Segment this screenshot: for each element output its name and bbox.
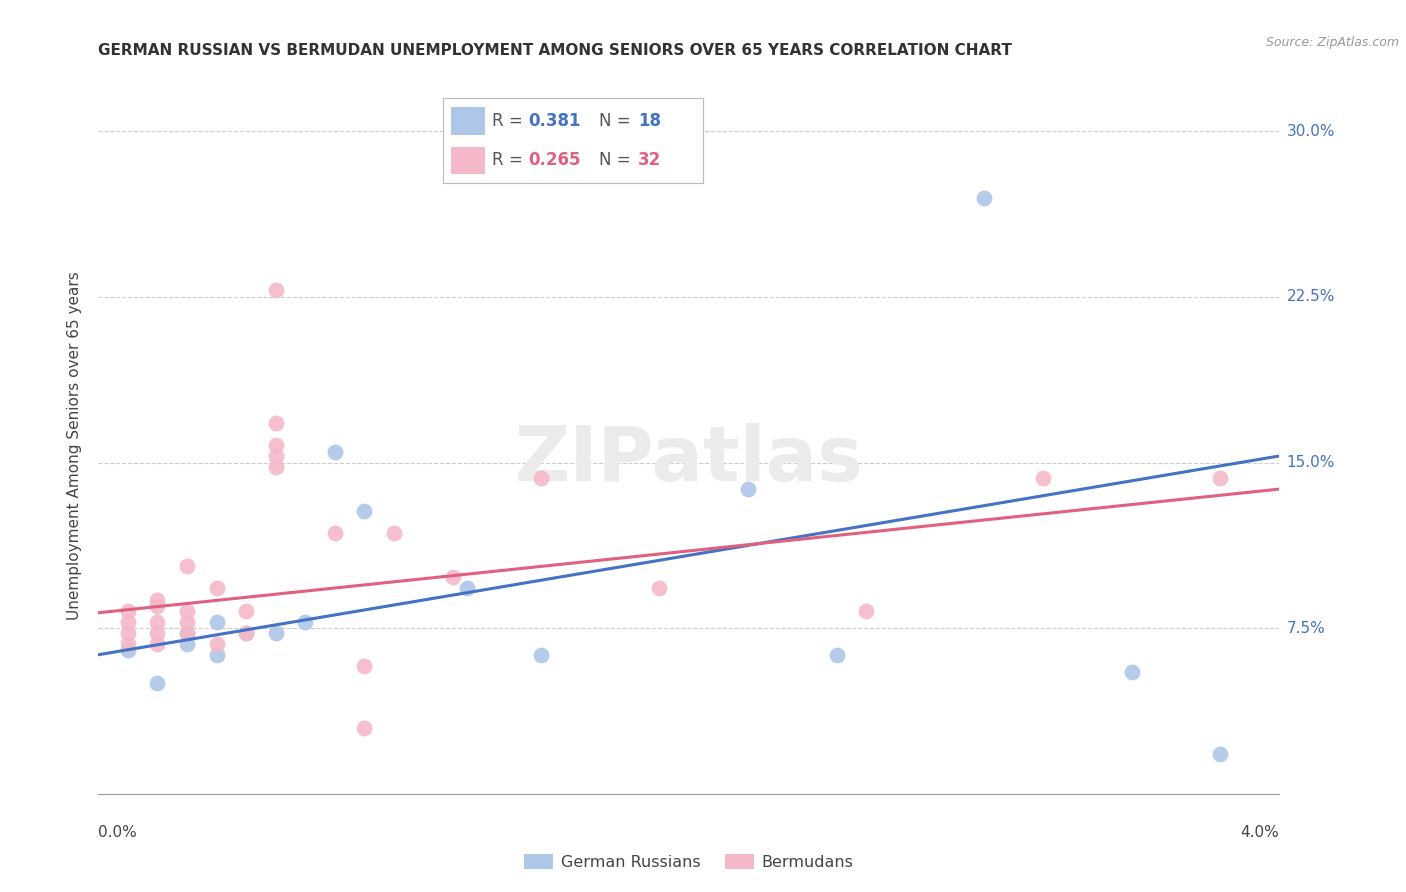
Text: 22.5%: 22.5% bbox=[1286, 289, 1334, 304]
Bar bbox=[451, 147, 485, 175]
Point bbox=[264, 283, 287, 297]
Point bbox=[382, 526, 405, 541]
Point bbox=[235, 625, 257, 640]
Point bbox=[117, 615, 139, 629]
Text: 18: 18 bbox=[638, 112, 661, 130]
Point bbox=[264, 625, 287, 640]
Point bbox=[1209, 471, 1232, 485]
Point bbox=[530, 471, 553, 485]
Point bbox=[323, 526, 346, 541]
Point bbox=[176, 625, 198, 640]
Point bbox=[176, 615, 198, 629]
Text: 32: 32 bbox=[638, 151, 661, 169]
Point bbox=[648, 582, 671, 596]
Point bbox=[264, 416, 287, 430]
Y-axis label: Unemployment Among Seniors over 65 years: Unemployment Among Seniors over 65 years bbox=[67, 272, 83, 620]
Point bbox=[117, 637, 139, 651]
Point bbox=[205, 615, 228, 629]
Point bbox=[117, 643, 139, 657]
Point bbox=[353, 658, 375, 673]
Point bbox=[176, 637, 198, 651]
Point bbox=[855, 603, 877, 617]
Text: 0.381: 0.381 bbox=[529, 112, 581, 130]
Point bbox=[205, 637, 228, 651]
Point bbox=[323, 444, 346, 458]
Point bbox=[176, 625, 198, 640]
Point bbox=[205, 648, 228, 662]
Text: R =: R = bbox=[492, 112, 529, 130]
Text: Source: ZipAtlas.com: Source: ZipAtlas.com bbox=[1265, 36, 1399, 49]
Text: 0.265: 0.265 bbox=[529, 151, 581, 169]
Point bbox=[235, 603, 257, 617]
Point bbox=[264, 438, 287, 452]
Point bbox=[117, 603, 139, 617]
Bar bbox=[451, 107, 485, 135]
Point bbox=[973, 190, 995, 204]
Point bbox=[146, 592, 169, 607]
Text: GERMAN RUSSIAN VS BERMUDAN UNEMPLOYMENT AMONG SENIORS OVER 65 YEARS CORRELATION : GERMAN RUSSIAN VS BERMUDAN UNEMPLOYMENT … bbox=[98, 43, 1012, 58]
Text: 7.5%: 7.5% bbox=[1286, 621, 1326, 636]
Point bbox=[264, 449, 287, 463]
Point bbox=[146, 676, 169, 690]
Text: N =: N = bbox=[599, 112, 636, 130]
Point bbox=[825, 648, 848, 662]
Point bbox=[456, 582, 478, 596]
Text: 15.0%: 15.0% bbox=[1286, 455, 1334, 470]
Point bbox=[235, 625, 257, 640]
Text: 30.0%: 30.0% bbox=[1286, 124, 1334, 139]
Point bbox=[530, 648, 553, 662]
Point bbox=[146, 637, 169, 651]
Text: ZIPatlas: ZIPatlas bbox=[515, 423, 863, 497]
Text: 4.0%: 4.0% bbox=[1240, 825, 1279, 840]
Point bbox=[176, 559, 198, 574]
Point bbox=[1209, 747, 1232, 761]
Point bbox=[1121, 665, 1143, 680]
Text: 0.0%: 0.0% bbox=[98, 825, 138, 840]
Point bbox=[264, 460, 287, 475]
Point bbox=[117, 625, 139, 640]
Point bbox=[441, 570, 464, 584]
Point bbox=[205, 582, 228, 596]
Text: R =: R = bbox=[492, 151, 529, 169]
Text: N =: N = bbox=[599, 151, 636, 169]
Point bbox=[737, 482, 759, 496]
Point bbox=[146, 599, 169, 614]
Point bbox=[176, 603, 198, 617]
Point bbox=[353, 504, 375, 518]
Point bbox=[146, 615, 169, 629]
Point bbox=[146, 625, 169, 640]
Point bbox=[353, 721, 375, 735]
Point bbox=[294, 615, 316, 629]
Point bbox=[1032, 471, 1054, 485]
Legend: German Russians, Bermudans: German Russians, Bermudans bbox=[517, 848, 860, 876]
